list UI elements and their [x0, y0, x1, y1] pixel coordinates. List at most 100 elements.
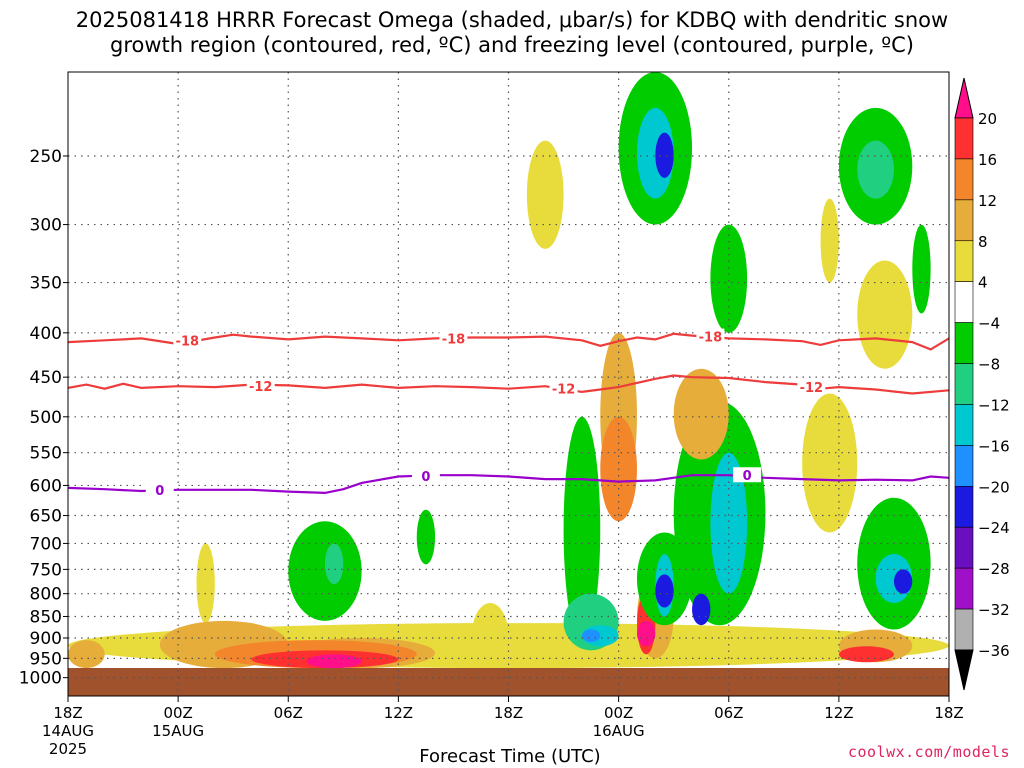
contour-label-bg: [696, 328, 725, 344]
contour-label-dgz_-12: -12: [800, 381, 824, 396]
ground-layer: [68, 668, 949, 696]
x-tick-year-label: 2025: [49, 740, 87, 758]
y-tick-label: 600: [30, 476, 62, 496]
x-tick-label: 00Z: [604, 704, 633, 722]
contour-label-bg: [733, 467, 762, 483]
omega-region-26: [655, 132, 674, 178]
colorbar-label: −36: [978, 642, 1010, 660]
contour-label-bg: [145, 481, 174, 497]
x-tick-label: 18Z: [494, 704, 523, 722]
colorbar-label: 4: [978, 274, 988, 292]
omega-region-23: [655, 574, 674, 608]
contour-label-bg: [411, 467, 440, 483]
omega-region-28: [710, 452, 748, 594]
omega-region-38: [838, 646, 894, 663]
colorbar-label: −8: [978, 356, 1000, 374]
y-tick-label: 550: [30, 444, 62, 464]
y-tick-label: 500: [30, 408, 62, 428]
omega-region-11: [416, 509, 436, 565]
y-tick-label: 350: [30, 274, 62, 294]
omega-shading: [68, 72, 949, 669]
contour-label-freezing_level: 0: [743, 469, 752, 484]
contour-label-dgz_-18: -18: [699, 331, 723, 346]
contour-label-bg: [549, 380, 578, 396]
colorbar-segment: [954, 404, 974, 446]
omega-region-12: [563, 416, 601, 643]
y-tick-label: 250: [30, 147, 62, 167]
contour-dgz_-18: [68, 332, 949, 351]
x-tick-label: 06Z: [714, 704, 743, 722]
colorbar-segment: [954, 199, 974, 242]
colorbar-label: 12: [978, 192, 997, 210]
x-tick-date-label: 15AUG: [152, 722, 204, 740]
colorbar-segment: [954, 567, 974, 610]
x-tick-label: 00Z: [163, 704, 192, 722]
contour-label-dgz_-12: -12: [552, 383, 576, 398]
colorbar-label: −20: [978, 478, 1010, 496]
x-axis-label: Forecast Time (UTC): [419, 746, 601, 767]
omega-region-40: [820, 198, 839, 283]
y-tick-label: 300: [30, 216, 62, 236]
colorbar-segment: [954, 363, 974, 405]
contour-label-bg: [797, 379, 826, 395]
grid-lines: [68, 72, 949, 696]
colorbar-label: −32: [978, 601, 1010, 619]
y-tick-label: 400: [30, 324, 62, 344]
colorbar-label: 20: [978, 110, 997, 128]
colorbar-label: −16: [978, 437, 1010, 455]
colorbar-segment: [954, 158, 974, 201]
omega-region-10: [324, 543, 344, 585]
colorbar-bottom-triangle: [954, 649, 974, 691]
omega-region-42: [802, 393, 858, 533]
y-tick-label: 650: [30, 507, 62, 527]
y-tick-label: 850: [30, 607, 62, 627]
colorbar-top-triangle: [954, 77, 974, 119]
colorbar-segment: [954, 486, 974, 528]
contour-lines: -18 -18 -18 -12 -12 -12 0 0 0: [68, 328, 949, 499]
colorbar-label: −4: [978, 315, 1000, 333]
omega-region-15: [581, 629, 601, 643]
colorbar-segment: [954, 526, 974, 569]
y-axis: 2503003504004505005506006507007508008509…: [19, 147, 68, 689]
x-tick-label: 12Z: [824, 704, 853, 722]
y-tick-label: 700: [30, 534, 62, 554]
omega-region-31: [673, 368, 729, 460]
colorbar-legend: 20 16 12 8 4 −4 −8 −12 −16 −20 −24 −28 −32 −36: [954, 77, 1010, 691]
omega-region-20: [636, 620, 656, 647]
x-tick-date-label: 16AUG: [593, 722, 645, 740]
y-tick-label: 750: [30, 560, 62, 580]
chart-title-line-1: 2025081418 HRRR Forecast Omega (shaded, …: [75, 8, 949, 32]
contour-label-bg: [173, 332, 202, 348]
contour-label-dgz_-18: -18: [442, 332, 466, 347]
contour-freezing_level: [68, 474, 949, 495]
contour-label-dgz_-12: -12: [249, 380, 273, 395]
colorbar-label: −12: [978, 396, 1010, 414]
colorbar-segment: [954, 322, 974, 364]
contour-label-dgz_-18: -18: [176, 334, 200, 349]
omega-region-9: [288, 521, 362, 621]
y-tick-label: 900: [30, 629, 62, 649]
omega-region-2: [471, 602, 509, 669]
y-tick-label: 950: [30, 649, 62, 669]
omega-region-30: [710, 224, 748, 333]
y-tick-label: 800: [30, 585, 62, 605]
x-tick-label: 18Z: [934, 704, 963, 722]
colorbar-segment: [954, 445, 974, 487]
omega-region-43: [912, 224, 931, 314]
omega-region-33: [857, 140, 894, 199]
x-tick-label: 06Z: [274, 704, 303, 722]
colorbar-segment: [954, 608, 974, 651]
omega-region-8: [306, 654, 362, 669]
credit-link[interactable]: coolwx.com/models: [847, 743, 1010, 761]
x-tick-date-label: 14AUG: [42, 722, 94, 740]
chart-title-line-2: growth region (contoured, red, ºC) and f…: [110, 33, 914, 57]
omega-region-29: [692, 593, 711, 626]
y-tick-label: 450: [30, 368, 62, 388]
y-tick-label: 1000: [19, 669, 62, 689]
omega-region-44: [526, 140, 564, 249]
colorbar-label: −24: [978, 519, 1010, 537]
x-tick-label: 18Z: [53, 704, 82, 722]
omega-region-41: [857, 260, 913, 369]
contour-label-bg: [439, 330, 468, 346]
